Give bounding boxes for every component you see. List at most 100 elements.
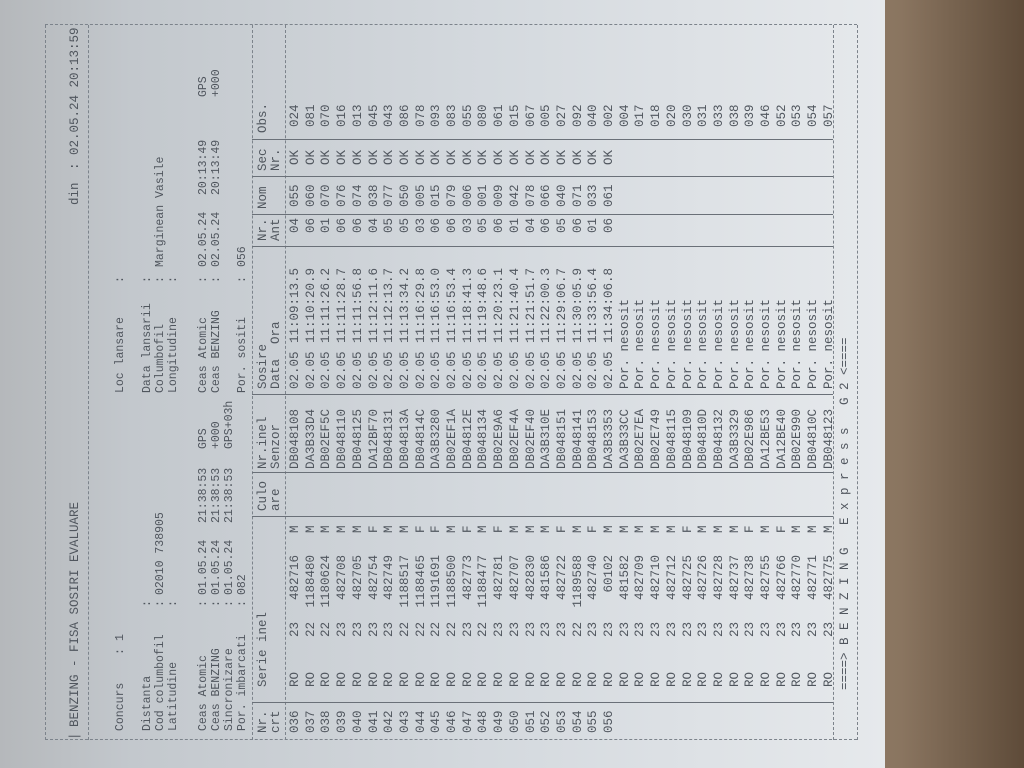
arrival-date: 02.05 — [476, 351, 491, 389]
col-sosire-header-2: Data Ora — [269, 321, 283, 389]
ring-country: RO — [554, 671, 569, 687]
ring-number: 482749 — [382, 555, 397, 601]
arrival-time: 11:33:56.4 — [586, 267, 601, 343]
colon: : — [114, 648, 127, 655]
ring-year: 23 — [664, 621, 679, 637]
ring-number: 482707 — [507, 555, 522, 601]
sensor-id: DA12BE40 — [774, 408, 789, 469]
ring-country: RO — [523, 671, 538, 687]
ring-number: 482726 — [696, 555, 711, 601]
antenna-number: 03 — [460, 217, 475, 233]
ring-year: 23 — [696, 621, 711, 637]
colon: : — [236, 276, 249, 283]
colon: : — [210, 276, 223, 283]
sex: M — [759, 525, 773, 533]
latitudine-label: Latitudine — [167, 661, 180, 731]
sex: F — [774, 525, 789, 533]
ring-country: RO — [743, 671, 758, 687]
sex: M — [445, 525, 459, 533]
obs-value: 015 — [507, 104, 522, 127]
sensor-id: DA3B3280 — [429, 408, 444, 469]
data-lansarii-label: Data lansarii — [141, 303, 154, 393]
ring-country: RO — [539, 671, 554, 687]
nom-value: 074 — [350, 184, 365, 207]
row-number: 040 — [350, 710, 365, 733]
ring-number: 482773 — [460, 555, 475, 601]
row-number: 048 — [476, 710, 491, 733]
column-divider — [252, 394, 833, 395]
nom-value: 079 — [445, 184, 459, 207]
sec-status: OK — [507, 149, 522, 165]
row-number: 042 — [382, 710, 397, 733]
column-divider — [252, 472, 833, 473]
sec-status: OK — [288, 149, 302, 165]
column-divider — [252, 702, 833, 703]
nom-value: 038 — [366, 184, 381, 207]
sensor-id: DB048115 — [664, 408, 679, 469]
ring-country: RO — [759, 671, 773, 687]
ring-year: 23 — [806, 621, 821, 637]
ring-year: 22 — [319, 621, 334, 637]
sec-status: OK — [460, 149, 475, 165]
ring-country: RO — [303, 671, 318, 687]
obs-value: 086 — [397, 104, 412, 127]
col-sosire-header: Sosire — [256, 343, 270, 389]
obs-value: 027 — [554, 104, 569, 127]
loc-lansare-label: Loc lansare — [114, 317, 127, 393]
ring-number: 482716 — [288, 555, 302, 601]
nom-value: 066 — [539, 184, 554, 207]
obs-value: 020 — [664, 104, 679, 127]
antenna-number: 01 — [507, 217, 522, 233]
ring-year: 22 — [397, 621, 412, 637]
sec-status: OK — [335, 149, 350, 165]
sensor-id: DA3B33D4 — [303, 408, 318, 469]
sex: F — [429, 525, 444, 533]
arrival-time: 11:11:56.8 — [350, 267, 365, 343]
arrival-date: 02.05 — [523, 351, 538, 389]
obs-value: 081 — [303, 104, 318, 127]
arrival-date: 02.05 — [397, 351, 412, 389]
sincronizare-date: 01.05.24 — [223, 539, 236, 595]
obs-value: 067 — [523, 104, 538, 127]
sec-status: OK — [554, 149, 569, 165]
ring-year: 22 — [570, 621, 585, 637]
ring-year: 23 — [366, 621, 381, 637]
nom-value: 006 — [460, 184, 475, 207]
row-number: 054 — [570, 710, 585, 733]
arrival-time: 11:29:06.7 — [554, 267, 569, 343]
sex: F — [554, 525, 569, 533]
col-ant-header-2: Ant — [269, 218, 283, 241]
obs-value: 055 — [460, 104, 475, 127]
ring-year: 23 — [382, 621, 397, 637]
row-number: 041 — [366, 710, 381, 733]
sensor-id: DB048131 — [382, 408, 397, 469]
row-number: 037 — [303, 710, 318, 733]
arrival-date: 02.05 — [570, 351, 585, 389]
ceas-atomic-suffix: GPS — [197, 428, 210, 449]
printed-report-sheet: | BENZING - FISA SOSIRI EVALUARE din : 0… — [0, 0, 885, 768]
ring-country: RO — [727, 671, 742, 687]
right-border — [45, 24, 857, 25]
colon: : — [154, 600, 167, 607]
sec-status: OK — [397, 149, 412, 165]
longitudine-label: Longitudine — [167, 317, 180, 393]
ring-country: RO — [319, 671, 334, 687]
arrival-date: 02.05 — [429, 351, 444, 389]
report-document: | BENZING - FISA SOSIRI EVALUARE din : 0… — [40, 15, 870, 745]
table-top-divider — [252, 25, 253, 740]
sex: M — [727, 525, 742, 533]
sex: M — [303, 525, 318, 533]
antenna-number: 04 — [523, 217, 538, 233]
sincronizare-label: Sincronizare — [223, 648, 236, 731]
sensor-id: DB02E990 — [790, 408, 805, 469]
report-title: BENZING - FISA SOSIRI EVALUARE — [68, 501, 82, 727]
ring-year: 23 — [539, 621, 554, 637]
obs-value: 002 — [602, 104, 616, 127]
col-nr-header-2: crt — [269, 710, 283, 733]
col-serie-header: Serie inel — [256, 611, 270, 687]
row-number: 047 — [460, 710, 475, 733]
ceas-benzing-time-right: 20:13:49 — [210, 139, 223, 195]
ring-number: 482725 — [680, 555, 695, 601]
ring-country: RO — [586, 671, 601, 687]
sensor-id: DB02E749 — [649, 408, 664, 469]
